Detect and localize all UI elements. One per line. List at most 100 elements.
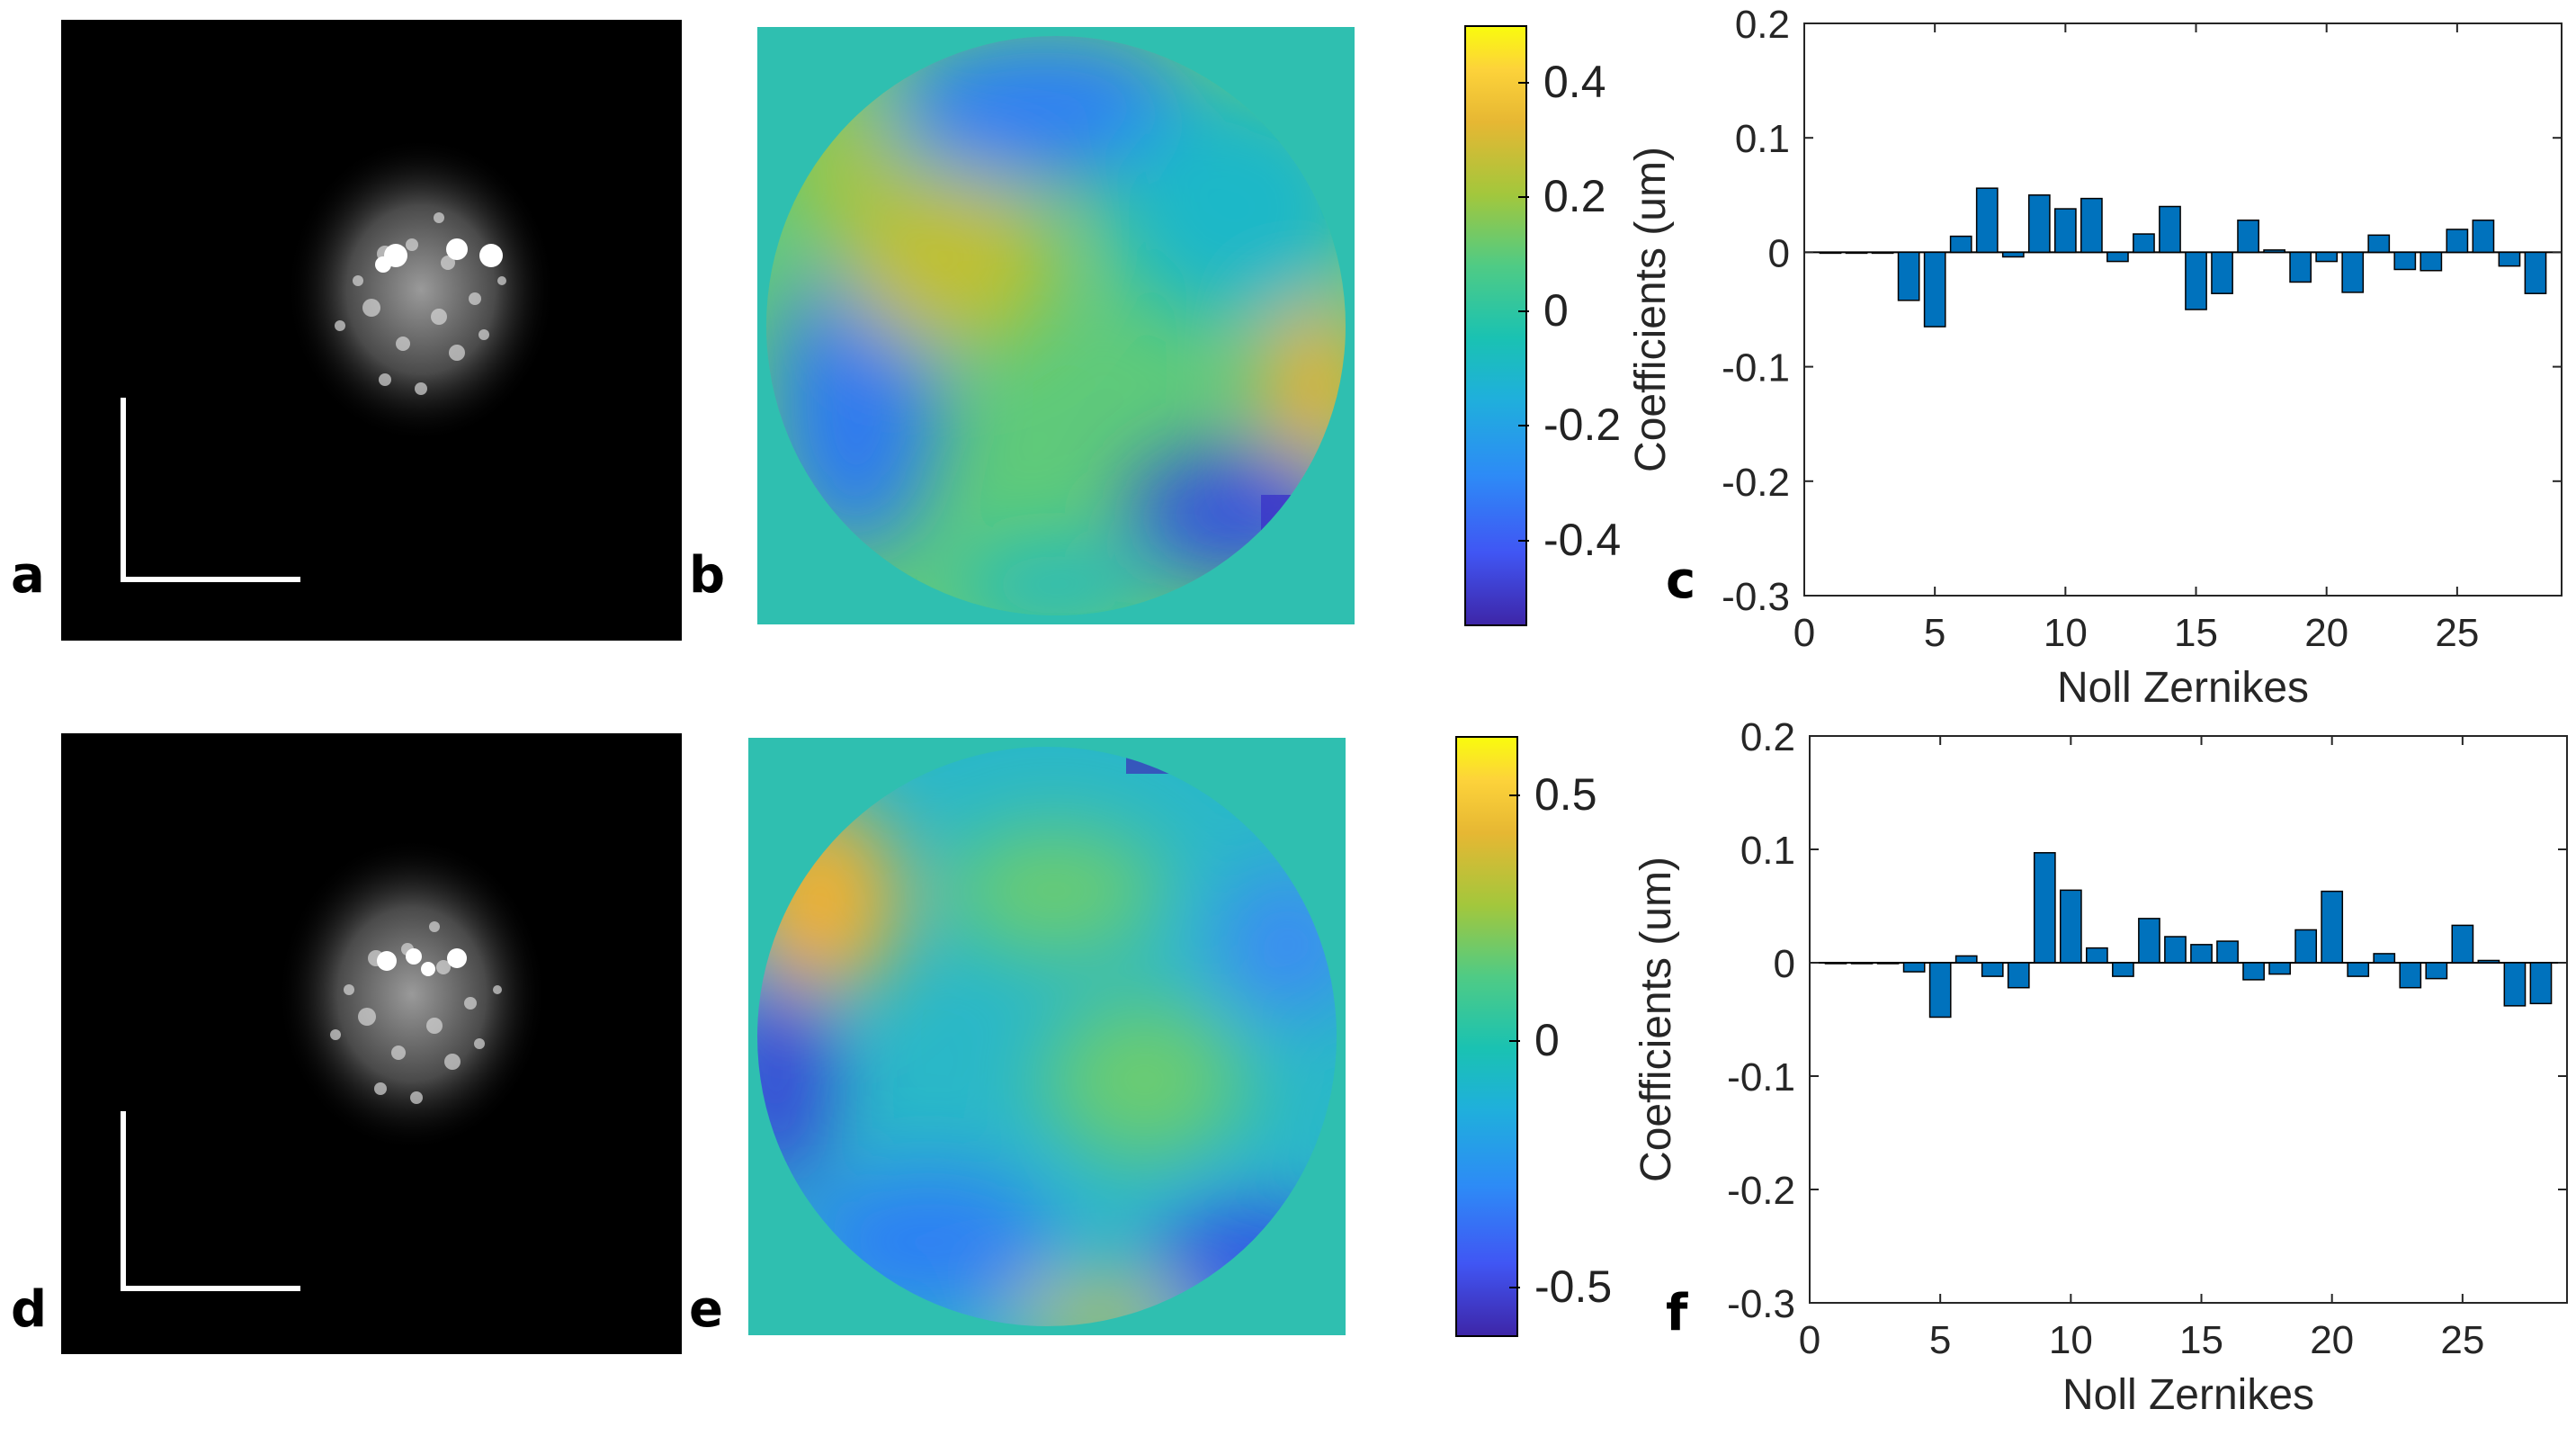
bar-noll-22 (2367, 234, 2391, 254)
x-tick-label: 20 (2310, 1318, 2354, 1362)
bar-noll-17 (2237, 220, 2259, 254)
bar-noll-18 (2268, 962, 2291, 975)
panel-label-f: f (1666, 1284, 1688, 1342)
y-tick-label: -0.1 (1722, 346, 1790, 390)
scale-bar-horizontal (121, 1286, 300, 1291)
bar-noll-26 (2472, 220, 2495, 254)
panel-label-a: a (11, 546, 45, 605)
bar-noll-13 (2138, 918, 2160, 964)
bar-noll-13 (2133, 233, 2155, 254)
y-tick-label: 0.2 (1735, 3, 1790, 47)
bar-noll-14 (2159, 205, 2181, 254)
colorbar-top (1464, 25, 1527, 626)
bar-noll-28 (2529, 962, 2553, 1005)
bar-noll-24 (2425, 962, 2448, 980)
colorbar-tick-mark (1518, 425, 1529, 427)
bar-noll-27 (2503, 962, 2527, 1007)
x-tick-label: 10 (2049, 1318, 2093, 1362)
bar-noll-21 (2347, 962, 2370, 977)
bar-noll-23 (2399, 962, 2422, 989)
bar-noll-10 (2059, 889, 2082, 964)
colorbar-bottom (1455, 736, 1518, 1337)
wavefront-phase-e (757, 747, 1337, 1326)
bar-noll-24 (2419, 251, 2443, 272)
speckle-pattern-a (286, 137, 556, 443)
bar-noll-17 (2242, 962, 2265, 981)
colorbar-tick-mark (1509, 1040, 1520, 1043)
x-tick-label: 25 (2435, 611, 2479, 655)
speckle-image-a (61, 20, 682, 641)
y-tick-label: -0.2 (1727, 1169, 1795, 1213)
bar-noll-12 (2112, 962, 2134, 977)
y-tick-label: -0.3 (1722, 575, 1790, 619)
bar-noll-6 (1949, 235, 1972, 254)
colorbar-tick-mark (1509, 794, 1520, 796)
speckle-pattern-d (277, 837, 547, 1152)
colorbar-tick-mark (1518, 81, 1529, 84)
bar-noll-12 (2106, 251, 2129, 263)
y-axis-label: Coefficients (um) (1627, 147, 1675, 472)
x-tick-label: 15 (2179, 1318, 2223, 1362)
bar-noll-25 (2451, 924, 2474, 964)
colorbar-tick-label: -0.4 (1543, 514, 1622, 565)
bar-noll-5 (1928, 962, 1952, 1019)
bar-noll-11 (2086, 947, 2108, 964)
bar-noll-28 (2524, 251, 2547, 294)
scale-bar-vertical (121, 398, 126, 582)
bar-noll-22 (2373, 953, 2396, 964)
bar-noll-15 (2190, 944, 2213, 964)
bar-noll-18 (2263, 249, 2285, 254)
scale-bar-vertical (121, 1111, 126, 1291)
plot-area-frame (1809, 735, 2568, 1304)
y-tick-label: -0.2 (1722, 461, 1790, 505)
colorbar-tick-mark (1518, 195, 1529, 198)
bar-noll-14 (2164, 936, 2187, 964)
bar-noll-1 (1819, 251, 1842, 255)
x-axis-label: Noll Zernikes (2062, 1371, 2314, 1419)
y-tick-label: 0.1 (1735, 117, 1790, 161)
scale-bar-horizontal (121, 577, 300, 582)
bar-noll-3 (1871, 251, 1894, 255)
colorbar-tick-label: -0.2 (1543, 399, 1622, 451)
bar-noll-19 (2294, 929, 2318, 964)
panel-label-c: c (1666, 552, 1696, 610)
panel-label-d: d (11, 1280, 48, 1339)
bar-noll-2 (1845, 251, 1868, 255)
colorbar-tick-label: 0 (1534, 1015, 1560, 1066)
y-tick-label: 0 (1774, 942, 1795, 986)
wavefront-phase-b (766, 36, 1346, 615)
y-tick-label: 0 (1768, 231, 1790, 275)
bar-noll-6 (1954, 955, 1978, 964)
x-tick-label: 15 (2174, 611, 2218, 655)
bar-noll-2 (1850, 962, 1874, 965)
bar-noll-8 (2001, 251, 2025, 258)
bar-noll-8 (2007, 962, 2030, 989)
bar-noll-16 (2211, 251, 2233, 294)
bar-noll-19 (2289, 251, 2312, 283)
bar-noll-9 (2027, 194, 2051, 254)
bar-noll-25 (2446, 229, 2469, 254)
bar-noll-20 (2321, 890, 2344, 964)
colorbar-tick-mark (1518, 310, 1529, 313)
colorbar-tick-mark (1509, 1287, 1520, 1289)
x-tick-label: 5 (1929, 1318, 1951, 1362)
colorbar-tick-label: 0.5 (1534, 768, 1597, 820)
x-tick-label: 5 (1924, 611, 1945, 655)
speckle-image-d (61, 733, 682, 1354)
bar-noll-16 (2216, 940, 2239, 964)
colorbar-tick-label: -0.5 (1534, 1261, 1613, 1313)
x-tick-label: 25 (2440, 1318, 2484, 1362)
bar-noll-27 (2498, 251, 2521, 267)
wavefront-map-b (757, 27, 1355, 624)
y-tick-label: 0.2 (1740, 715, 1795, 759)
bar-noll-11 (2080, 197, 2103, 254)
bar-noll-3 (1876, 962, 1900, 965)
panel-label-b: b (689, 546, 726, 605)
bar-noll-26 (2477, 959, 2500, 964)
x-axis-label: Noll Zernikes (2057, 664, 2309, 712)
y-tick-label: -0.1 (1727, 1055, 1795, 1099)
bar-noll-4 (1897, 251, 1920, 301)
x-tick-label: 20 (2304, 611, 2348, 655)
x-tick-label: 0 (1799, 1318, 1820, 1362)
